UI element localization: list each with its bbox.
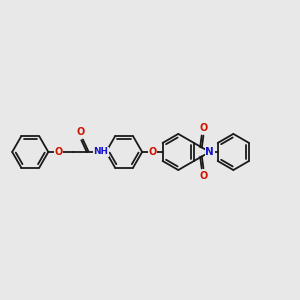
Text: O: O <box>54 147 63 157</box>
Text: O: O <box>199 122 208 133</box>
Text: N: N <box>206 147 214 157</box>
Text: O: O <box>76 127 85 137</box>
Text: O: O <box>199 171 208 182</box>
Text: O: O <box>148 147 157 157</box>
Text: NH: NH <box>93 148 108 157</box>
